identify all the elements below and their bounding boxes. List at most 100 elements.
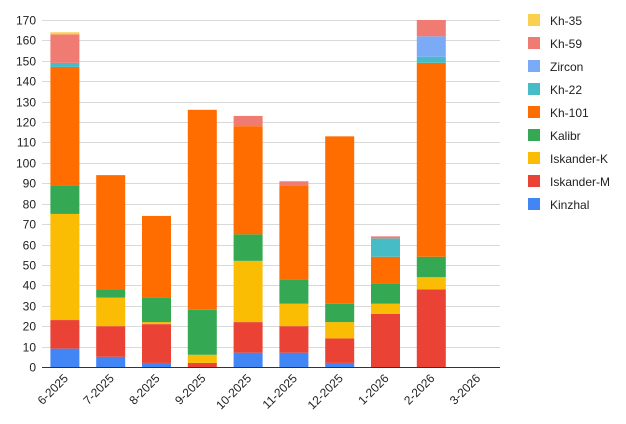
- bar-segment: [96, 175, 126, 290]
- y-axis: 0 10 20 30 40 50 60 70 80 90 100 110 120 130 140 150 160…: [16, 14, 36, 375]
- bar-segment: [233, 126, 263, 235]
- bar-segment: [187, 362, 217, 367]
- legend-label: Kh-101: [550, 106, 589, 120]
- bar-segment: [187, 309, 217, 355]
- x-axis: 6-2025 7-2025 8-2025 9-2025 10-2025 11-2025 12…: [35, 367, 500, 412]
- x-tick-label: 3-2026: [447, 371, 484, 408]
- legend-swatch: [528, 129, 540, 141]
- y-tick-label: 170: [16, 14, 36, 28]
- y-tick-label: 80: [23, 198, 37, 212]
- bar-segment: [50, 34, 80, 63]
- bar-segment: [279, 185, 309, 280]
- y-tick-label: 110: [17, 136, 36, 150]
- legend-label: Kalibr: [550, 129, 581, 143]
- chart-bars: [50, 20, 446, 367]
- legend-swatch: [528, 106, 540, 118]
- bar-segment: [142, 324, 171, 363]
- bar-segment: [50, 213, 80, 321]
- bar-segment: [279, 352, 309, 367]
- bar-segment: [50, 32, 80, 35]
- y-tick-label: 100: [16, 157, 36, 171]
- y-tick-label: 10: [23, 341, 37, 355]
- bar-segment: [142, 297, 171, 323]
- bar-segment: [233, 352, 263, 367]
- bar-segment: [233, 260, 263, 323]
- bar-segment: [50, 62, 80, 67]
- bar-segment: [233, 115, 263, 127]
- legend-label: Kinzhal: [550, 198, 589, 212]
- bar-segment: [325, 136, 355, 304]
- bar-segment: [371, 283, 400, 304]
- bar-segment: [416, 36, 446, 57]
- x-tick-label: 9-2025: [172, 371, 209, 408]
- bar-segment: [416, 20, 446, 37]
- bar-segment: [233, 234, 263, 261]
- x-tick-label: 6-2025: [35, 371, 72, 408]
- bar-segment: [279, 279, 309, 304]
- bar-segment: [325, 362, 355, 367]
- x-tick-label: 8-2025: [126, 371, 163, 408]
- bar-segment: [371, 256, 400, 284]
- legend-label: Kh-35: [550, 14, 582, 28]
- bar-segment: [416, 56, 446, 63]
- bar-segment: [325, 303, 355, 323]
- bar-segment: [371, 313, 400, 367]
- bar-segment: [96, 326, 126, 357]
- bar-segment: [142, 322, 171, 325]
- legend-swatch: [528, 152, 540, 164]
- bar-segment: [96, 289, 126, 298]
- y-tick-label: 70: [23, 218, 37, 232]
- bar-segment: [96, 297, 126, 327]
- y-tick-label: 130: [16, 96, 36, 110]
- legend-swatch: [528, 198, 540, 210]
- bar-segment: [371, 303, 400, 314]
- y-tick-label: 160: [16, 34, 36, 48]
- bar-segment: [416, 277, 446, 290]
- bar-segment: [50, 66, 80, 186]
- bar-segment: [187, 354, 217, 363]
- bar-segment: [371, 236, 400, 239]
- bar-segment: [279, 181, 309, 186]
- y-tick-label: 20: [23, 320, 37, 334]
- x-tick-label: 12-2025: [305, 371, 346, 412]
- bar-segment: [233, 322, 263, 353]
- bar-segment: [50, 185, 80, 214]
- legend-swatch: [528, 175, 540, 187]
- legend-swatch: [528, 14, 540, 26]
- bar-segment: [279, 326, 309, 353]
- y-tick-label: 150: [16, 55, 36, 69]
- legend-swatch: [528, 37, 540, 49]
- y-tick-label: 0: [29, 361, 36, 375]
- legend-swatch: [528, 60, 540, 72]
- y-tick-label: 60: [23, 239, 37, 253]
- y-tick-label: 40: [23, 279, 37, 293]
- bar-segment: [325, 338, 355, 363]
- legend-label: Kh-59: [550, 37, 582, 51]
- bar-segment: [416, 62, 446, 257]
- bar-segment: [371, 238, 400, 257]
- bar-segment: [50, 348, 80, 367]
- chart-legend: Kh-35 Kh-59 Zircon Kh-22 Kh-101 Kalibr Iskande…: [528, 14, 610, 212]
- x-tick-label: 1-2026: [355, 371, 392, 408]
- bar-segment: [96, 356, 126, 367]
- bar-segment: [142, 215, 171, 298]
- bar-segment: [416, 256, 446, 278]
- y-tick-label: 50: [23, 259, 37, 273]
- y-tick-label: 90: [23, 177, 37, 191]
- bar-segment: [142, 362, 171, 367]
- bar-segment: [187, 109, 217, 310]
- x-tick-label: 11-2025: [260, 371, 301, 412]
- legend-label: Zircon: [550, 60, 583, 74]
- bar-segment: [50, 320, 80, 349]
- legend-label: Iskander-M: [550, 175, 610, 189]
- legend-swatch: [528, 83, 540, 95]
- bar-segment: [279, 303, 309, 327]
- legend-label: Iskander-K: [550, 152, 608, 166]
- bar-segment: [325, 322, 355, 339]
- x-tick-label: 2-2026: [401, 371, 438, 408]
- y-tick-label: 140: [16, 75, 36, 89]
- y-tick-label: 120: [16, 116, 36, 130]
- legend-label: Kh-22: [550, 83, 582, 97]
- x-tick-label: 7-2025: [80, 371, 117, 408]
